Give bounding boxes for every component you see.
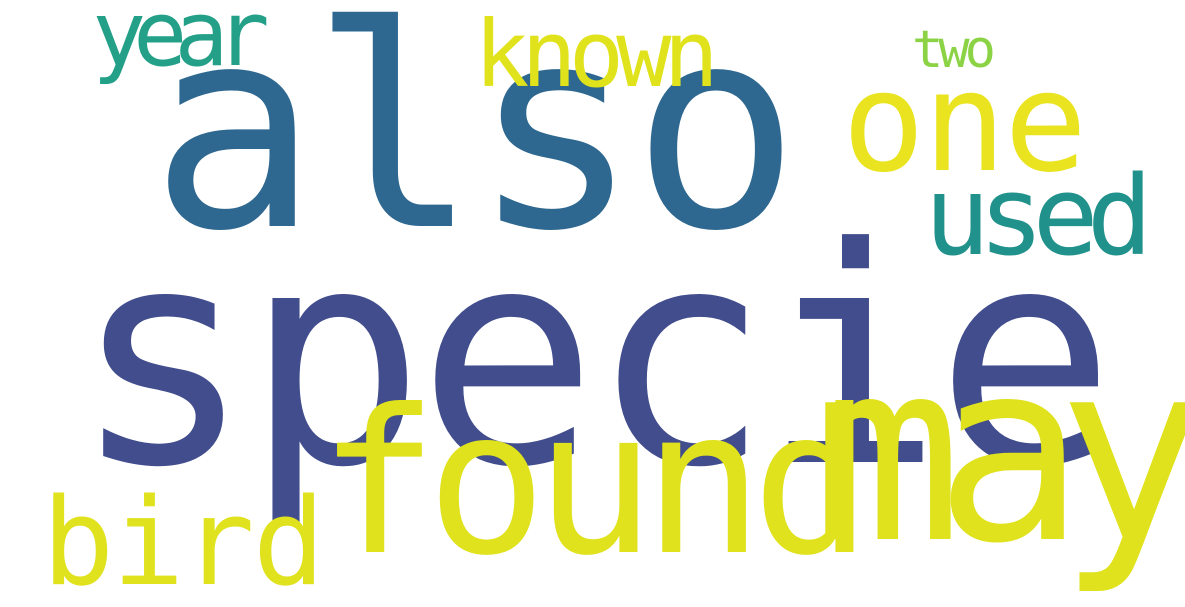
- word-year: year: [92, 0, 270, 87]
- word-two: two: [912, 20, 996, 80]
- word-known: known: [474, 1, 719, 108]
- word-bird: bird: [42, 474, 325, 607]
- word-one: one: [842, 42, 1087, 203]
- word-used: used: [924, 152, 1153, 280]
- word-also: also: [150, 0, 800, 293]
- word-may: may: [812, 307, 1185, 598]
- word-specie: specie: [72, 184, 1116, 533]
- word-found: found: [318, 367, 872, 600]
